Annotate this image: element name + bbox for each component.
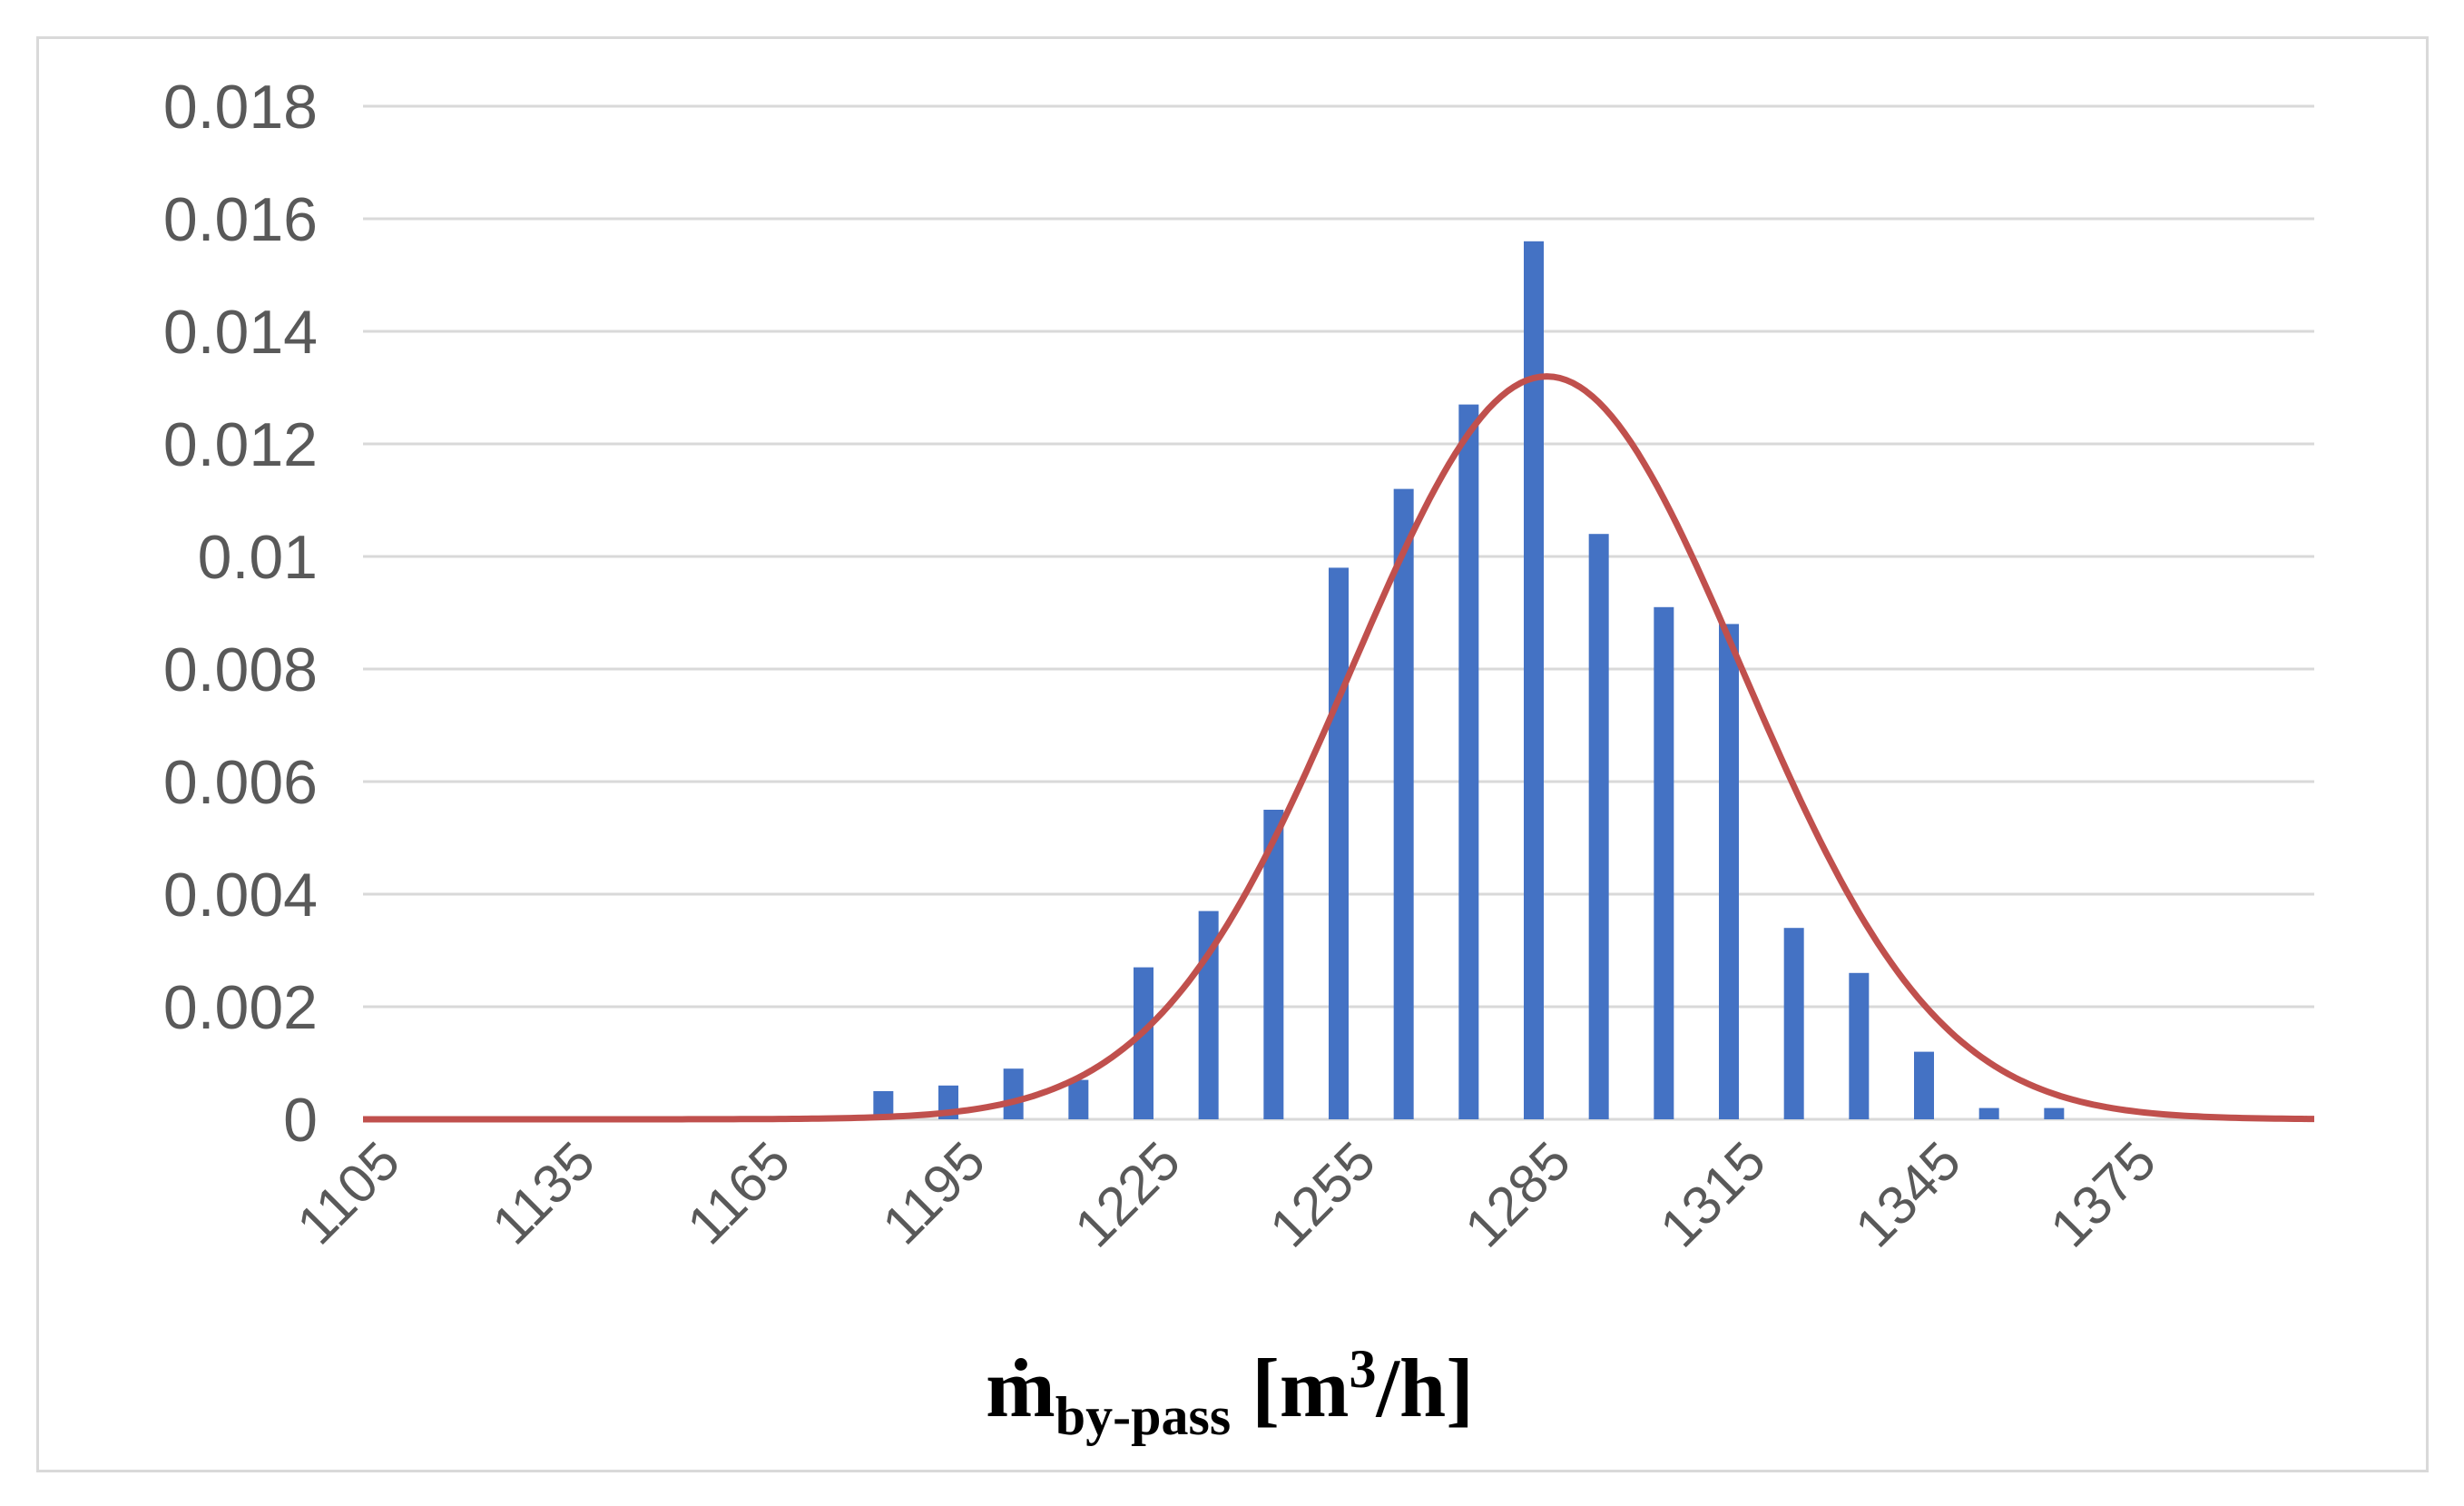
chart-frame <box>36 36 2429 1472</box>
x-tick-label: 1165 <box>675 1130 801 1256</box>
x-tick-label: 1195 <box>870 1130 996 1256</box>
histogram-bar <box>1068 1079 1089 1119</box>
y-tick-label: 0.002 <box>163 973 318 1042</box>
histogram-bar <box>1588 534 1609 1119</box>
histogram-bar <box>1329 567 1349 1119</box>
normal-fit-line <box>363 373 2314 1123</box>
histogram-bar <box>1524 241 1544 1119</box>
y-tick-label: 0.014 <box>163 298 318 367</box>
x-axis-ticks: 1105 1135 1165 1195 1225 1255 1285 1315 1345 1375 <box>285 1130 2167 1259</box>
x-tick-label: 1285 <box>1453 1130 1582 1259</box>
histogram-bar <box>1783 928 1804 1119</box>
normal-fit-curve <box>363 373 2314 1123</box>
histogram-bar <box>873 1091 894 1119</box>
histogram-bar <box>1263 810 1284 1119</box>
y-tick-label: 0.008 <box>163 635 318 704</box>
histogram-bar <box>1978 1107 1999 1119</box>
histogram-bars <box>873 241 2065 1120</box>
x-tick-label: 1375 <box>2038 1130 2167 1259</box>
x-tick-label: 1255 <box>1258 1130 1387 1259</box>
histogram-bar <box>1719 624 1739 1119</box>
y-tick-label: 0.016 <box>163 185 318 254</box>
histogram-bar <box>1003 1068 1024 1119</box>
x-tick-label: 1135 <box>480 1130 606 1256</box>
histogram-bar <box>1458 404 1479 1120</box>
histogram-bar <box>1849 972 1870 1119</box>
y-tick-label: 0.01 <box>198 523 318 592</box>
x-label-superscript: 3 <box>1349 1339 1376 1399</box>
y-tick-label: 0.004 <box>163 861 318 930</box>
x-label-open: [m <box>1231 1342 1349 1434</box>
x-label-subscript: by-pass <box>1055 1386 1231 1446</box>
histogram-bar <box>1654 606 1674 1119</box>
x-label-close: /h] <box>1375 1342 1473 1434</box>
y-tick-label: 0 <box>283 1086 318 1155</box>
y-tick-label: 0.006 <box>163 748 318 817</box>
x-axis-label: ṁby-pass [m3/h] <box>986 1339 1474 1446</box>
y-tick-label: 0.018 <box>163 73 318 142</box>
histogram-bar <box>1134 967 1153 1119</box>
x-label-base: ṁ <box>986 1342 1055 1434</box>
x-tick-label: 1315 <box>1648 1130 1777 1259</box>
x-tick-label: 1225 <box>1063 1130 1192 1259</box>
x-tick-label: 1345 <box>1843 1130 1972 1259</box>
histogram-bar <box>1393 488 1414 1119</box>
y-axis-ticks: 0 0.002 0.004 0.006 0.008 0.01 0.012 0.014 0.016… <box>163 73 318 1155</box>
histogram-bar <box>2044 1107 2065 1119</box>
y-tick-label: 0.012 <box>163 410 318 479</box>
histogram-bar <box>1914 1051 1934 1119</box>
